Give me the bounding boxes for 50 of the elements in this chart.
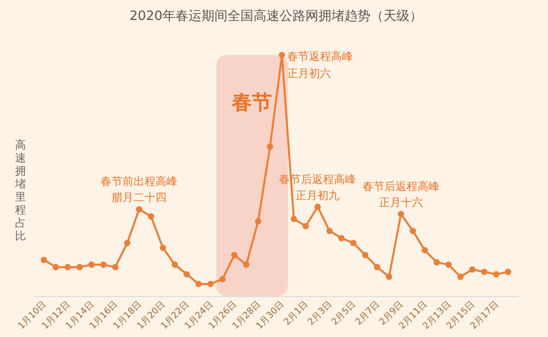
point: [136, 206, 142, 212]
annotation: 腊月二十四: [112, 191, 167, 204]
point: [160, 244, 166, 251]
point: [219, 276, 226, 282]
point: [457, 274, 464, 280]
point: [254, 218, 262, 224]
point: [398, 210, 404, 218]
annotation: 春节后返程高峰: [362, 180, 440, 194]
point: [172, 262, 178, 268]
point: [314, 204, 321, 210]
point: [469, 266, 476, 273]
point: [243, 262, 250, 268]
point: [40, 256, 48, 264]
point: [326, 228, 333, 234]
point: [278, 52, 286, 58]
point: [88, 262, 95, 268]
point: [184, 271, 190, 278]
point: [302, 222, 309, 230]
point: [410, 228, 416, 234]
point: [112, 264, 118, 270]
point: [290, 216, 298, 222]
point: [422, 247, 428, 254]
point: [386, 274, 392, 280]
point: [52, 264, 59, 270]
point: [148, 213, 154, 220]
point: [195, 280, 202, 288]
chart-title: 2020年春运期间全国高速公路网拥堵趋势（天级）: [129, 8, 423, 24]
point: [76, 264, 83, 270]
point: [504, 268, 512, 276]
y-axis-title: 高速拥堵里程占比: [14, 138, 26, 242]
annotation: 春节前出程高峰: [100, 175, 178, 188]
point: [481, 268, 488, 276]
annotation: 正月十六: [378, 196, 423, 210]
point: [445, 262, 452, 268]
point: [64, 264, 71, 270]
point: [434, 259, 440, 266]
annotation: 正月初九: [296, 188, 340, 202]
point: [350, 240, 357, 246]
band-label: 春节: [231, 90, 272, 114]
point: [374, 264, 380, 270]
point: [207, 280, 214, 288]
annotation: 春节返程高峰: [286, 50, 353, 63]
point: [231, 252, 238, 258]
point: [124, 240, 130, 246]
annotation: 正月初六: [286, 67, 331, 80]
point: [338, 235, 345, 242]
point: [266, 143, 274, 150]
point: [100, 262, 107, 268]
point: [362, 252, 368, 258]
point: [493, 271, 500, 278]
